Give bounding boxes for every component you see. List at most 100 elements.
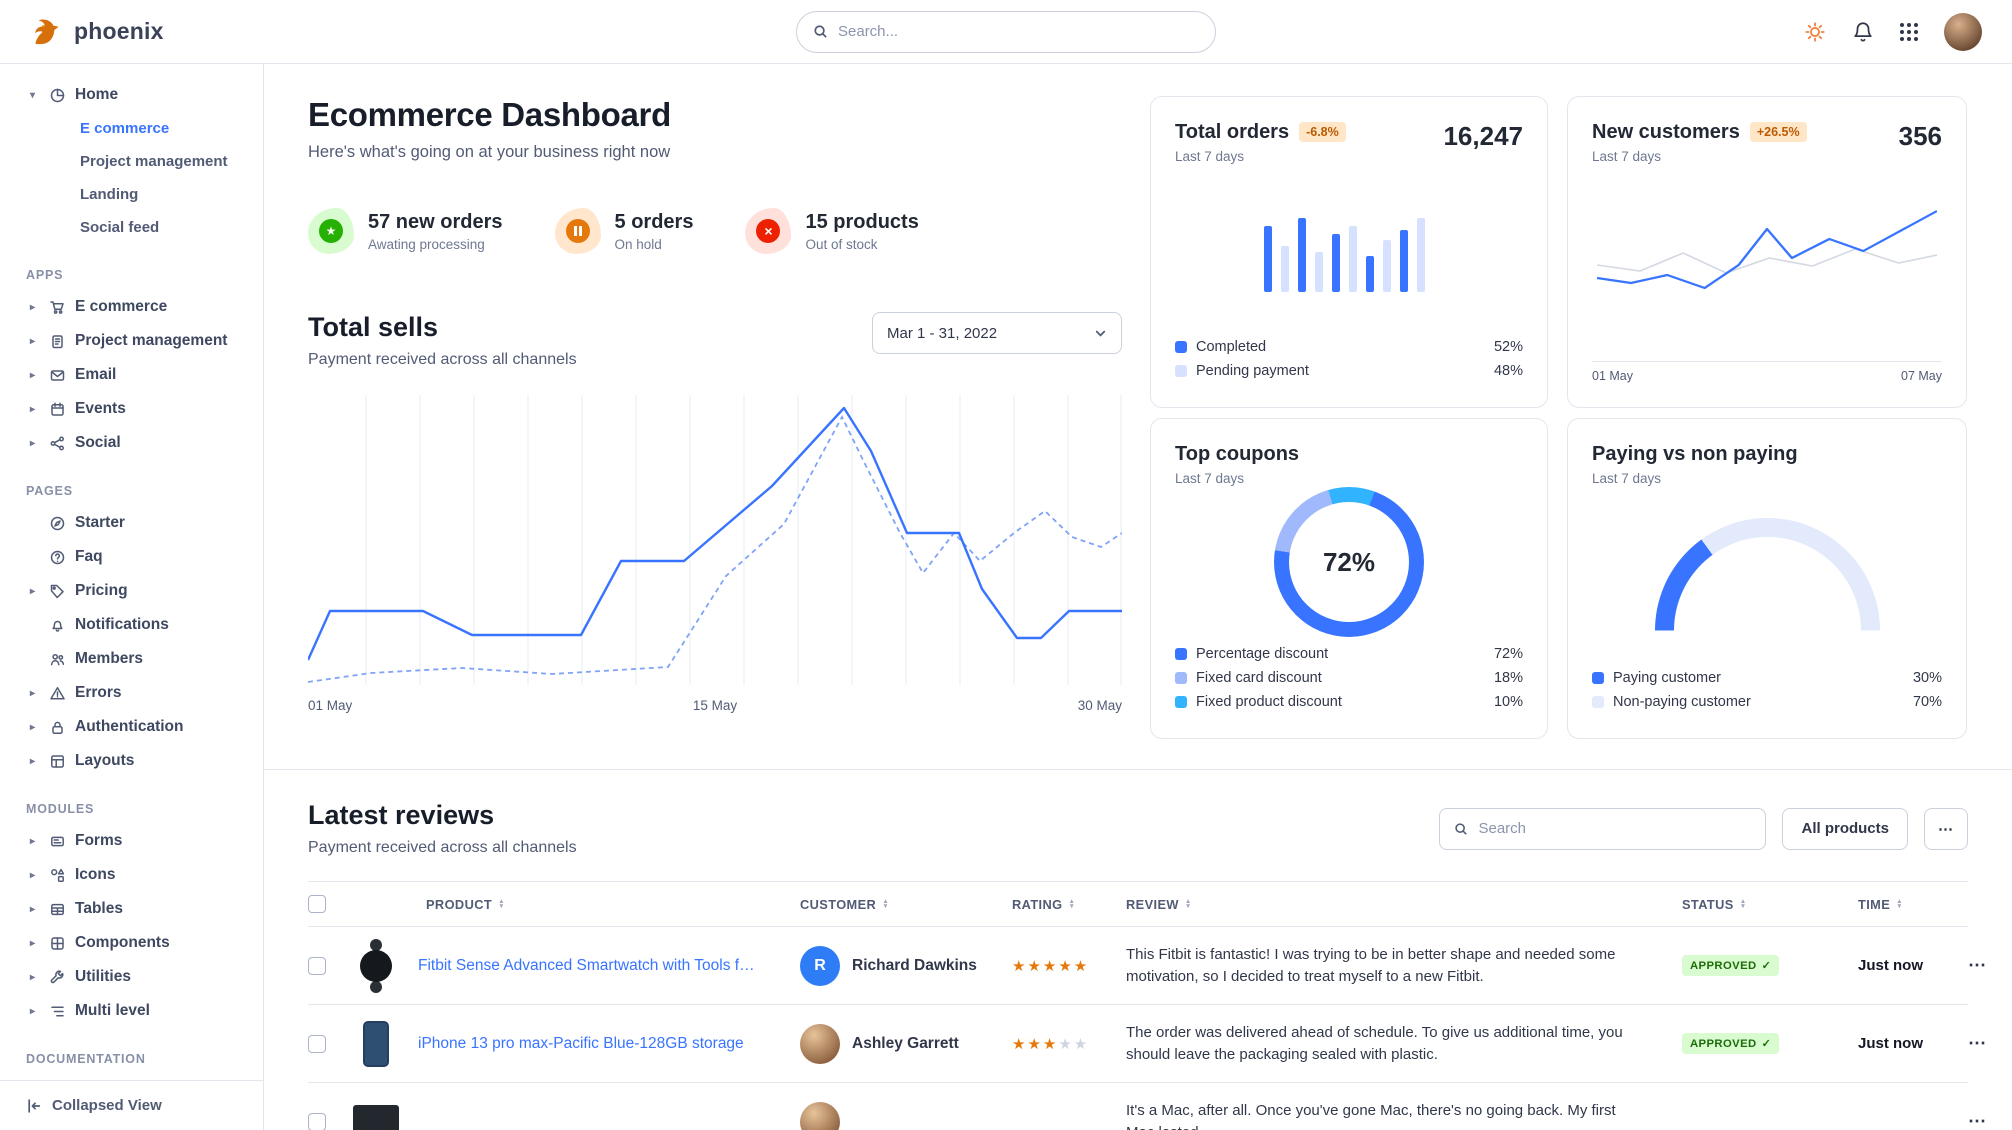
column-header-time[interactable]: TIME ▲ ▼ (1858, 896, 1904, 912)
chevron-right-icon: ▸ (29, 1005, 36, 1017)
sidebar-item-tables[interactable]: ▸ Tables (0, 892, 263, 926)
sidebar-item-notifications[interactable]: Notifications (0, 608, 263, 642)
sort-icon: ▲ ▼ (498, 898, 505, 910)
sort-icon: ▲ ▼ (1068, 898, 1076, 910)
sidebar-item-ecommerce-app[interactable]: ▸ E commerce (0, 290, 263, 324)
stat-value: 15 products (805, 210, 919, 233)
column-header-status[interactable]: STATUS ▲ ▼ (1682, 896, 1747, 912)
row-actions-button[interactable]: ⋯ (1968, 1111, 1986, 1130)
sidebar-item-authentication[interactable]: ▸ Authentication (0, 710, 263, 744)
product-link[interactable]: Fitbit Sense Advanced Smartwatch with To… (418, 956, 758, 974)
chevron-right-icon: ▸ (29, 403, 36, 415)
column-header-customer[interactable]: CUSTOMER ▲ ▼ (800, 896, 890, 912)
sidebar-item-project-management-app[interactable]: ▸ Project management (0, 324, 263, 358)
sidebar-item-label: Components (75, 934, 170, 951)
sidebar-item-social[interactable]: ▸ Social (0, 426, 263, 460)
sidebar-subitem-social-feed[interactable]: Social feed (80, 219, 160, 236)
card-title: Paying vs non paying (1592, 443, 1798, 465)
row-actions-button[interactable]: ⋯ (1968, 955, 1986, 975)
sidebar-item-pricing[interactable]: ▸ Pricing (0, 574, 263, 608)
card-title: Top coupons (1175, 443, 1300, 465)
page-subtitle: Here's what's going on at your business … (308, 143, 671, 161)
sort-icon: ▲ ▼ (1184, 898, 1192, 910)
theme-toggle-button[interactable] (1804, 21, 1826, 43)
review-time: Just now (1858, 1035, 1924, 1052)
reviews-search[interactable] (1439, 807, 1767, 850)
product-image-iphone (348, 1016, 404, 1072)
select-all-checkbox[interactable] (308, 895, 326, 913)
sidebar-item-label: Social (75, 434, 121, 451)
sidebar-item-email[interactable]: ▸ Email (0, 358, 263, 392)
stat-value: 5 orders (614, 210, 694, 233)
sidebar-item-utilities[interactable]: ▸ Utilities (0, 960, 263, 994)
sidebar-item-icons[interactable]: ▸ Icons (0, 858, 263, 892)
customers-line-chart (1592, 164, 1942, 361)
status-badge: APPROVED ✓ (1682, 955, 1780, 976)
clipboard-icon (48, 334, 66, 349)
sidebar-subitem-project-management[interactable]: Project management (80, 153, 228, 170)
legend-item: Fixed product discount 10% (1175, 690, 1523, 714)
donut-center-value: 72% (1322, 546, 1376, 577)
chevron-right-icon: ▸ (29, 335, 36, 347)
row-actions-button[interactable]: ⋯ (1968, 1033, 1986, 1053)
sidebar-item-label: Pricing (75, 582, 128, 599)
legend-value: 72% (1493, 646, 1523, 662)
column-header-rating[interactable]: RATING ▲ ▼ (1012, 896, 1076, 912)
card-period: Last 7 days (1175, 149, 1245, 164)
row-checkbox[interactable] (308, 1112, 326, 1130)
sidebar-item-faq[interactable]: Faq (0, 540, 263, 574)
sidebar-subitem-landing[interactable]: Landing (80, 186, 139, 203)
sidebar-item-events[interactable]: ▸ Events (0, 392, 263, 426)
date-range-value: Mar 1 - 31, 2022 (887, 324, 998, 342)
navbar-search[interactable] (796, 10, 1216, 53)
column-header-product[interactable]: PRODUCT ▲ ▼ (426, 896, 505, 912)
sidebar-item-errors[interactable]: ▸ Errors (0, 676, 263, 710)
stats-row: ★ 57 new orders Awating processing 5 ord… (308, 208, 1122, 254)
question-circle-icon (48, 550, 66, 565)
series-current-line (308, 406, 1122, 661)
more-actions-button[interactable]: ⋯ (1924, 807, 1968, 850)
collapsed-view-toggle[interactable]: Collapsed View (0, 1080, 263, 1130)
reviews-search-input[interactable] (1478, 820, 1752, 837)
customer-avatar (800, 1101, 840, 1130)
chevron-right-icon: ▸ (29, 301, 36, 313)
sidebar-item-components[interactable]: ▸ Components (0, 926, 263, 960)
navbar-search-input[interactable] (838, 23, 1199, 40)
sidebar-item-label: Forms (75, 832, 123, 849)
sun-icon (1805, 21, 1825, 42)
date-range-select[interactable]: Mar 1 - 31, 2022 (872, 312, 1122, 354)
grid-icon (1900, 22, 1904, 27)
coupons-donut-chart: 72% (1175, 486, 1523, 638)
column-header-review[interactable]: REVIEW ▲ ▼ (1126, 896, 1192, 912)
chevron-right-icon: ▸ (29, 835, 36, 847)
collapse-icon (28, 1098, 41, 1113)
row-checkbox[interactable] (308, 1034, 326, 1053)
card-title: New customers (1592, 121, 1740, 143)
notifications-button[interactable] (1852, 21, 1874, 43)
row-checkbox[interactable] (308, 956, 326, 975)
legend-label: Fixed product discount (1196, 694, 1342, 710)
card-value: 356 (1898, 121, 1942, 151)
sidebar-subitem-ecommerce[interactable]: E commerce (80, 120, 170, 137)
sidebar-item-label: Utilities (75, 968, 131, 985)
product-image-macbook (348, 1094, 404, 1130)
chevron-right-icon: ▸ (29, 369, 36, 381)
sidebar-item-home[interactable]: ▾ Home (0, 78, 263, 112)
sidebar-item-members[interactable]: Members (0, 642, 263, 676)
sidebar-item-label: Starter (75, 514, 125, 531)
apps-grid-button[interactable] (1900, 22, 1918, 41)
profile-avatar[interactable] (1944, 12, 1982, 51)
sidebar-item-layouts[interactable]: ▸ Layouts (0, 744, 263, 778)
sort-icon: ▲ ▼ (882, 898, 890, 910)
chevron-right-icon: ▸ (29, 585, 36, 597)
product-link[interactable]: iPhone 13 pro max-Pacific Blue-128GB sto… (418, 1034, 744, 1052)
sidebar-item-forms[interactable]: ▸ Forms (0, 824, 263, 858)
sort-icon: ▲ ▼ (1896, 898, 1904, 910)
all-products-button[interactable]: All products (1782, 807, 1908, 850)
legend-item: Pending payment 48% (1175, 359, 1523, 383)
brand-logo[interactable]: phoenix (30, 15, 164, 49)
sidebar-item-multi-level[interactable]: ▸ Multi level (0, 994, 263, 1028)
total-sells-header: Total sells Payment received across all … (308, 312, 1122, 369)
sidebar-item-starter[interactable]: Starter (0, 506, 263, 540)
pause-icon (554, 208, 601, 254)
